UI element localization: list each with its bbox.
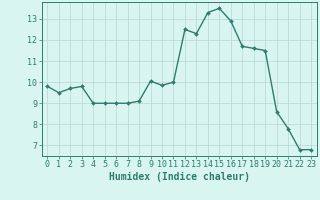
X-axis label: Humidex (Indice chaleur): Humidex (Indice chaleur) xyxy=(109,172,250,182)
